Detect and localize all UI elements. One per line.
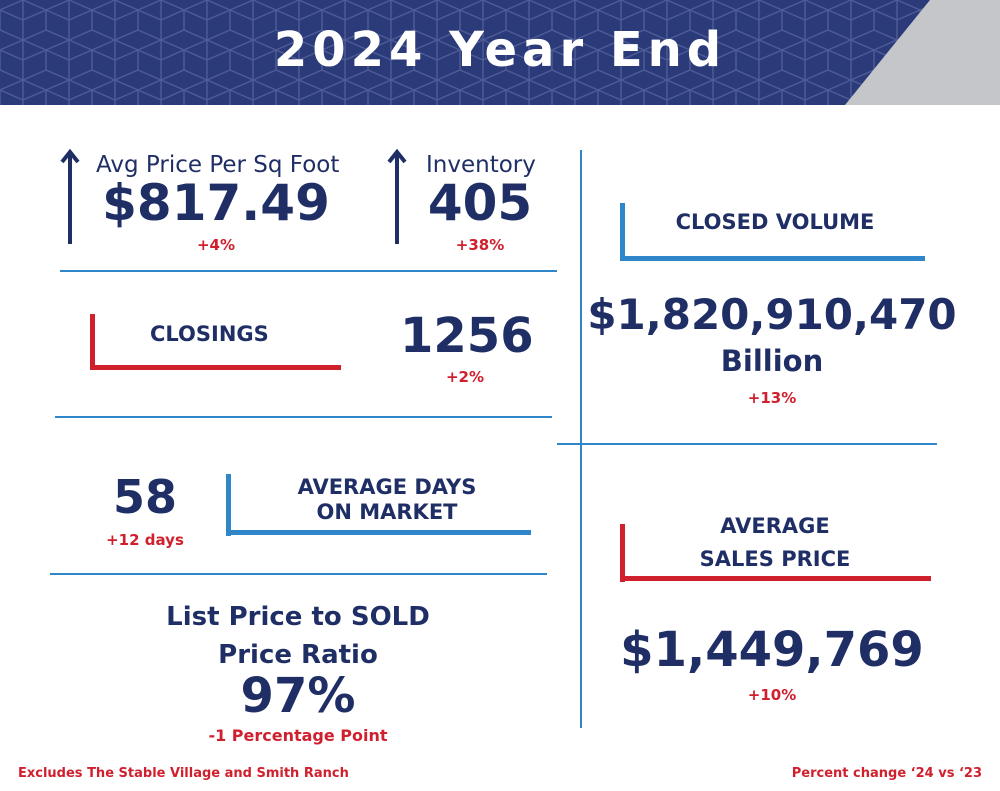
divider xyxy=(60,270,557,272)
bracket-blue-base xyxy=(226,530,531,535)
inventory-change: +38% xyxy=(455,236,505,254)
page-title: 2024 Year End xyxy=(273,22,727,78)
closed-volume-unit: Billion xyxy=(720,344,824,378)
bracket-red-base xyxy=(90,365,341,370)
up-arrow-icon xyxy=(387,148,407,244)
closings-value: 1256 xyxy=(400,308,534,364)
days-on-market-label: AVERAGE DAYS ON MARKET xyxy=(297,475,477,524)
bracket-blue xyxy=(620,203,625,261)
divider xyxy=(50,573,547,575)
banner-gray-corner xyxy=(845,0,1000,105)
vertical-divider xyxy=(580,150,582,728)
up-arrow-icon xyxy=(60,148,80,244)
days-on-market-change: +12 days xyxy=(106,531,184,549)
divider xyxy=(557,443,937,445)
bracket-red xyxy=(90,314,95,370)
bracket-red xyxy=(620,524,625,582)
header-banner: 2024 Year End xyxy=(0,0,1000,105)
footer-note-right: Percent change ‘24 vs ‘23 xyxy=(791,766,982,781)
closings-change: +2% xyxy=(445,368,485,386)
closings-label: CLOSINGS xyxy=(150,322,269,346)
closed-volume-label: CLOSED VOLUME xyxy=(675,210,875,234)
price-per-sqft-change: +4% xyxy=(196,236,236,254)
price-ratio-change: -1 Percentage Point xyxy=(208,726,388,745)
bracket-red-base xyxy=(620,576,931,581)
inventory-label: Inventory xyxy=(426,152,536,178)
divider xyxy=(55,416,552,418)
avg-sales-price-value: $1,449,769 xyxy=(620,622,924,678)
days-on-market-value: 58 xyxy=(112,470,177,524)
closed-volume-change: +13% xyxy=(747,389,797,407)
footer-note-left: Excludes The Stable Village and Smith Ra… xyxy=(18,766,349,781)
bracket-blue-base xyxy=(620,256,925,261)
price-per-sqft-value: $817.49 xyxy=(102,174,330,232)
closed-volume-value: $1,820,910,470 xyxy=(587,290,957,339)
inventory-value: 405 xyxy=(427,174,533,232)
price-per-sqft-label: Avg Price Per Sq Foot xyxy=(96,152,340,178)
price-ratio-label: List Price to SOLD Price Ratio xyxy=(166,602,430,670)
avg-sales-price-change: +10% xyxy=(747,686,797,704)
avg-sales-price-label: AVERAGE SALES PRICE xyxy=(699,514,851,571)
price-ratio-value: 97% xyxy=(240,668,356,724)
banner-pattern xyxy=(0,0,1000,105)
bracket-blue xyxy=(226,474,231,536)
